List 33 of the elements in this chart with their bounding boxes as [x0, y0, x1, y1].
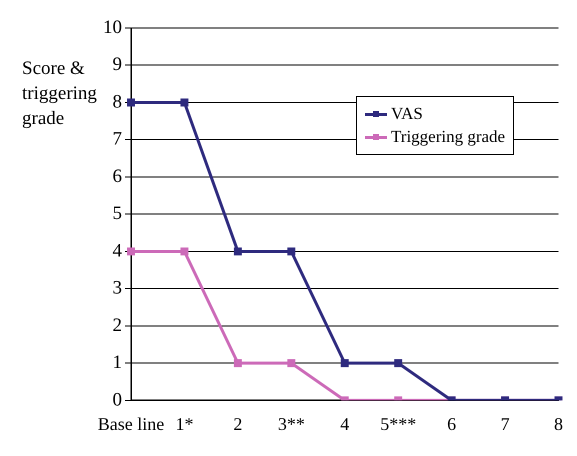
x-tick-label: 5*** — [380, 414, 416, 434]
y-tick-label: 10 — [103, 16, 122, 38]
point — [394, 359, 402, 368]
legend-label: VAS — [391, 104, 423, 124]
point — [127, 98, 135, 106]
point — [127, 247, 135, 256]
point — [287, 247, 296, 256]
x-tick-label: 8 — [554, 414, 563, 434]
y-tick-label: 0 — [112, 389, 122, 410]
y-tick-label: 7 — [112, 128, 122, 150]
point — [234, 359, 242, 368]
y-tick-label: 6 — [112, 166, 122, 187]
x-tick-label: 3** — [278, 414, 305, 434]
x-tick-label: 7 — [500, 414, 510, 434]
x-tick-label: 2 — [233, 414, 242, 434]
y-tick-label: 8 — [112, 91, 122, 112]
x-tick-label: Base line — [98, 414, 164, 434]
point — [180, 98, 188, 106]
y-tick-label: 9 — [112, 54, 122, 76]
y-tick-label: 2 — [112, 314, 122, 336]
y-axis-title: Score & triggering grade — [22, 58, 97, 129]
y-tick-label: 5 — [112, 203, 122, 224]
x-tick-label: 6 — [447, 414, 456, 434]
point — [180, 247, 188, 256]
point — [234, 247, 242, 256]
point — [287, 359, 296, 368]
legend-label: Triggering grade — [391, 127, 506, 147]
point — [340, 359, 349, 368]
y-tick-label: 4 — [112, 240, 122, 262]
y-tick-label: 1 — [112, 352, 122, 374]
x-tick-label: 1* — [175, 414, 194, 434]
x-tick-label: 4 — [340, 414, 350, 434]
y-tick-label: 3 — [112, 278, 122, 299]
